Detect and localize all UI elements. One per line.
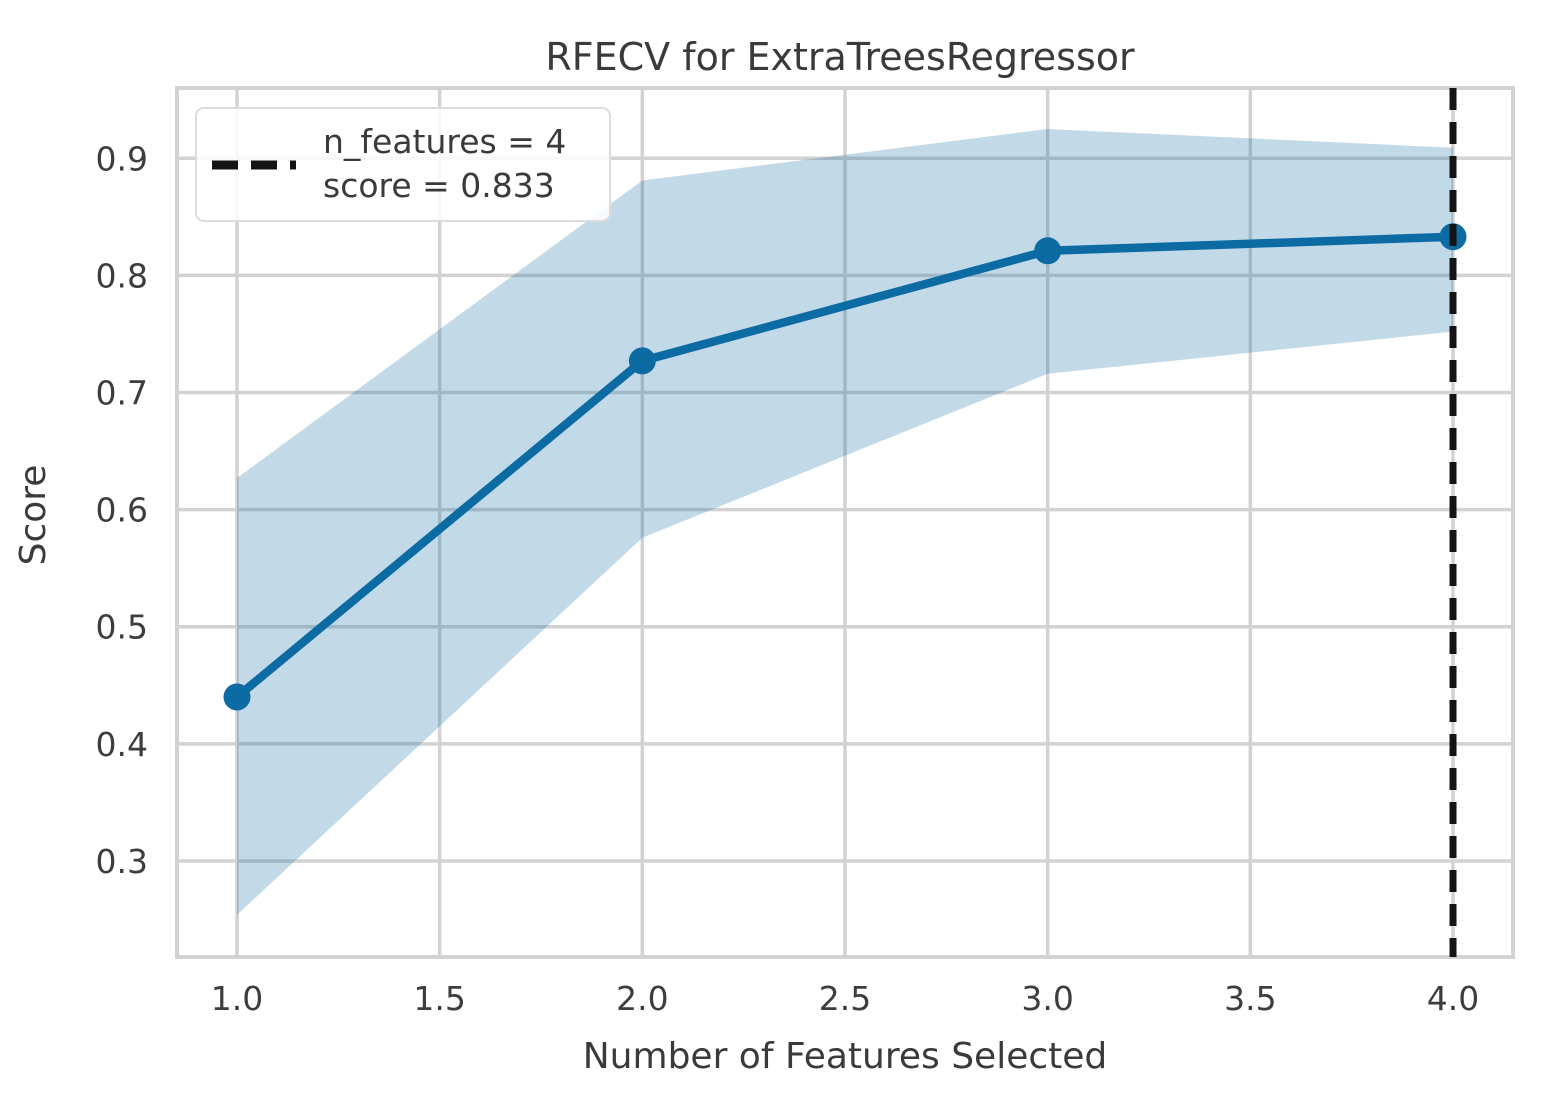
x-tick-label: 2.0 — [616, 979, 668, 1018]
data-point-marker — [223, 683, 251, 711]
chart-title: RFECV for ExtraTreesRegressor — [545, 35, 1135, 79]
grid — [177, 88, 1513, 957]
confidence-band — [236, 128, 1454, 915]
y-tick-label: 0.5 — [96, 608, 148, 647]
x-tick-label: 1.5 — [413, 979, 465, 1018]
y-axis-label: Score — [13, 465, 54, 566]
x-tick-label: 3.5 — [1224, 979, 1276, 1018]
score-markers — [223, 223, 1467, 711]
y-tick-label: 0.6 — [96, 491, 148, 530]
y-tick-label: 0.9 — [96, 139, 148, 178]
x-tick-label: 3.0 — [1021, 979, 1073, 1018]
x-tick-label: 2.5 — [819, 979, 871, 1018]
legend-label-line2: score = 0.833 — [323, 166, 555, 205]
y-axis-ticks: 0.3 0.4 0.5 0.6 0.7 0.8 0.9 — [96, 139, 148, 881]
x-tick-label: 1.0 — [211, 979, 263, 1018]
plot-border — [175, 86, 1515, 959]
data-point-marker — [628, 347, 656, 375]
y-tick-label: 0.4 — [96, 725, 148, 764]
y-tick-label: 0.8 — [96, 256, 148, 295]
y-tick-label: 0.3 — [96, 842, 148, 881]
y-tick-label: 0.7 — [96, 374, 148, 413]
legend-label-line1: n_features = 4 — [323, 122, 566, 161]
legend: n_features = 4 score = 0.833 — [195, 107, 611, 222]
x-axis-ticks: 1.0 1.5 2.0 2.5 3.0 3.5 4.0 — [211, 979, 1480, 1018]
x-tick-label: 4.0 — [1427, 979, 1479, 1018]
score-line — [232, 232, 1458, 702]
legend-box — [195, 107, 611, 222]
data-point-marker — [1034, 237, 1062, 265]
x-axis-label: Number of Features Selected — [583, 1036, 1108, 1077]
